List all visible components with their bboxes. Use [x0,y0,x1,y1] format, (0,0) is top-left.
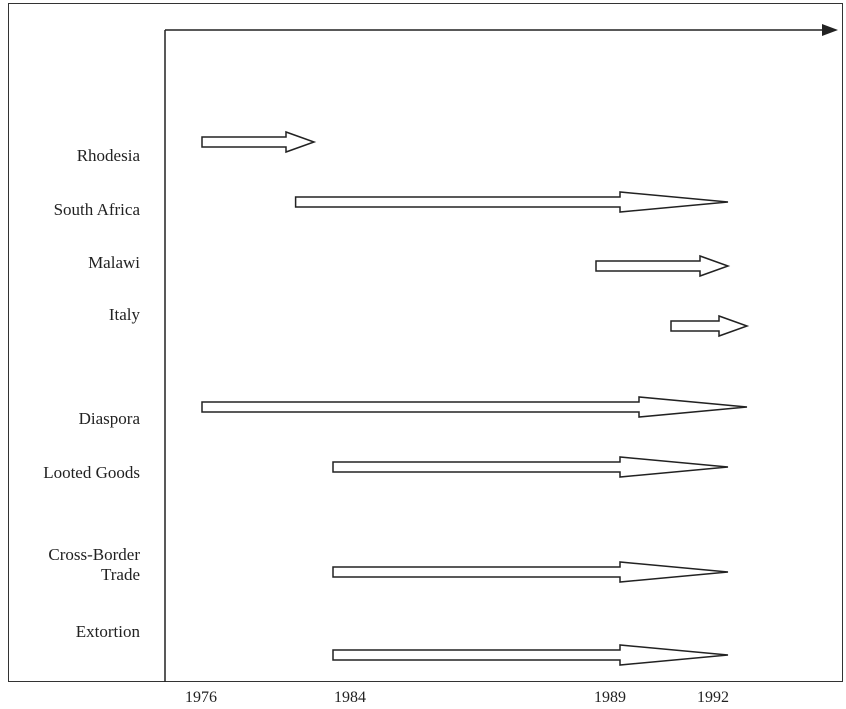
row-label-italy: Italy [108,305,140,324]
row-label-cross-border-line2: Trade [100,565,140,584]
span-arrow-malawi [595,254,731,278]
span-arrow-rhodesia [201,130,317,154]
span-arrows [201,130,750,666]
span-arrow-cross-border-trade [332,561,729,583]
span-arrow-italy [670,314,750,338]
row-label-looted-goods: Looted Goods [43,463,140,482]
span-arrow-extortion [332,644,729,666]
row-label-south-africa: South Africa [53,200,140,219]
row-label-rhodesia: Rhodesia [76,146,140,165]
row-label-diaspora: Diaspora [78,409,140,428]
span-arrow-south-africa [294,191,729,213]
year-label-1989: 1989 [594,689,626,706]
diagram-frame [8,3,843,682]
row-label-cross-border-line1: Cross-Border [48,545,140,564]
year-label-1992: 1992 [697,689,729,706]
span-arrow-looted-goods [332,456,729,478]
span-arrow-diaspora [201,396,748,418]
row-label-malawi: Malawi [88,253,140,272]
year-label-1984: 1984 [334,689,366,706]
row-label-cross-border-trade: Cross-Border Trade [48,545,140,585]
top-axis-arrowhead [822,24,838,36]
year-label-1976: 1976 [185,689,217,706]
row-label-extortion: Extortion [75,622,140,641]
